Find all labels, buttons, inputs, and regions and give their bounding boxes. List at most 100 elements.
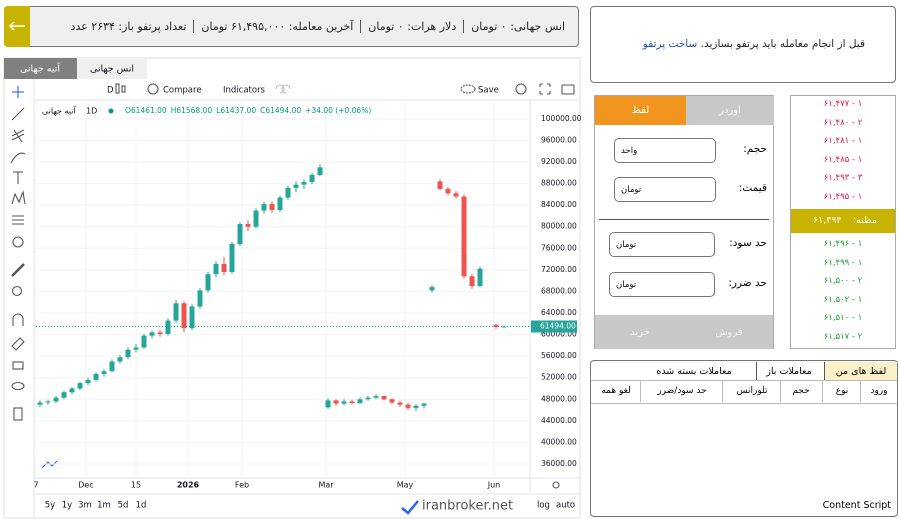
candle-body bbox=[229, 243, 235, 273]
watermark-logo bbox=[401, 500, 419, 515]
candle-body bbox=[109, 361, 115, 372]
axis-settings-button[interactable] bbox=[552, 481, 560, 489]
candle-body bbox=[269, 204, 275, 211]
range-button[interactable]: 5y bbox=[45, 501, 55, 511]
form-tab[interactable]: لفظ bbox=[595, 96, 686, 125]
range-button[interactable]: 1d bbox=[136, 501, 147, 511]
settings-button[interactable] bbox=[515, 83, 527, 95]
orders-tab[interactable]: لفظ های من bbox=[824, 362, 897, 380]
emoji-tool[interactable] bbox=[12, 236, 24, 248]
range-button[interactable]: 1y bbox=[62, 501, 72, 511]
tab-label[interactable]: انس جهانی bbox=[90, 64, 134, 75]
form-divider bbox=[599, 219, 769, 220]
candle-body bbox=[245, 224, 251, 227]
orders-tab[interactable]: معاملات باز bbox=[756, 362, 821, 380]
orders-column: ورود bbox=[860, 380, 897, 402]
pattern-tool[interactable] bbox=[11, 189, 26, 205]
toolbar-indicators[interactable]: Indicators bbox=[223, 86, 266, 96]
crosshair-tool[interactable] bbox=[12, 86, 24, 98]
range-button[interactable]: 5d bbox=[118, 501, 129, 511]
buy-button[interactable]: خرید bbox=[630, 326, 650, 338]
save-icon[interactable] bbox=[460, 84, 476, 94]
bid-row: ۲ - ۶۱,۵۱۷ bbox=[823, 332, 863, 342]
candle-body bbox=[141, 335, 147, 348]
candle-body bbox=[493, 324, 499, 328]
snapshot-button[interactable] bbox=[561, 84, 575, 95]
fib-tool[interactable] bbox=[11, 129, 25, 143]
tab[interactable] bbox=[77, 58, 147, 79]
y-tick-label: 36000.00 bbox=[541, 459, 577, 468]
y-tick-label: 80000.00 bbox=[541, 222, 577, 231]
x-tick-label: 7 bbox=[33, 481, 38, 490]
form-tab[interactable]: اوردر bbox=[686, 96, 774, 125]
lock-tool[interactable] bbox=[12, 361, 24, 370]
chart-frame bbox=[3, 57, 581, 519]
y-tick-label: 88000.00 bbox=[541, 179, 577, 188]
candle-body bbox=[261, 204, 267, 211]
field-input[interactable]: تومان bbox=[609, 272, 715, 297]
zoom-tool[interactable] bbox=[11, 285, 23, 297]
candle-body bbox=[157, 332, 163, 335]
undo-redo[interactable] bbox=[275, 84, 291, 94]
toolbar-interval[interactable]: D bbox=[107, 86, 114, 96]
toolbar-save[interactable]: Save bbox=[478, 86, 499, 96]
header-stat: انس جهانی: ۰ تومان bbox=[463, 20, 572, 33]
notice-link[interactable]: ساخت پرتفو bbox=[642, 38, 698, 50]
sell-button[interactable]: فروش bbox=[715, 326, 743, 338]
candle-body bbox=[325, 400, 331, 408]
y-tick-label: 44000.00 bbox=[541, 416, 577, 425]
x-tick-label: Mar bbox=[318, 481, 334, 490]
ask-row: ۳ - ۶۱,۴۹۳ bbox=[823, 173, 863, 184]
candle-body bbox=[197, 290, 203, 307]
forecast-tool[interactable] bbox=[12, 215, 24, 225]
field-input[interactable]: تومان bbox=[614, 177, 716, 202]
measure-tool[interactable] bbox=[11, 263, 25, 277]
brush-tool[interactable] bbox=[10, 152, 26, 164]
field-input[interactable]: تومان bbox=[609, 232, 715, 257]
bid-row: ۱ - ۶۱,۵۰۲ bbox=[823, 294, 863, 305]
candle-body bbox=[421, 403, 427, 406]
x-tick-label: 15 bbox=[131, 481, 141, 490]
visibility-tool[interactable] bbox=[11, 381, 25, 391]
candle-body bbox=[45, 401, 51, 403]
y-tick-label: 100000.00 bbox=[541, 114, 582, 123]
candle-body bbox=[445, 188, 451, 194]
tab-label[interactable]: آتیه جهانی bbox=[20, 62, 60, 75]
magnet-tool[interactable] bbox=[12, 313, 24, 326]
ask-row: ۱ - ۶۱,۴۷۷ bbox=[823, 99, 863, 109]
candle-body bbox=[213, 263, 219, 275]
orders-tab[interactable]: معاملات بسته شده bbox=[656, 365, 732, 377]
candle-body bbox=[117, 357, 123, 362]
bid-row: ۱ - ۶۱,۴۹۶ bbox=[823, 239, 863, 249]
header-stat: آخرین معامله: ۶۱,۴۹۵,۰۰۰ تومان bbox=[193, 20, 360, 33]
lock-drawing-tool[interactable] bbox=[11, 337, 25, 351]
trendline-tool[interactable] bbox=[11, 107, 25, 121]
candle-style-button[interactable] bbox=[115, 83, 120, 94]
text-tool[interactable] bbox=[13, 171, 23, 184]
ask-row: ۱ - ۶۱,۴۸۵ bbox=[823, 154, 863, 165]
delete-tool[interactable] bbox=[13, 407, 23, 421]
candle-style-button[interactable] bbox=[121, 85, 126, 93]
tab-active[interactable] bbox=[4, 58, 77, 79]
candle-body bbox=[309, 174, 315, 182]
back-button[interactable] bbox=[4, 6, 30, 47]
y-tick-label: 48000.00 bbox=[541, 394, 577, 403]
candle-body bbox=[285, 187, 291, 198]
range-button[interactable]: 1m bbox=[97, 501, 111, 511]
candle-body bbox=[381, 396, 387, 400]
fullscreen-button[interactable] bbox=[539, 83, 551, 95]
candle-body bbox=[253, 210, 259, 227]
candle-body bbox=[293, 184, 299, 188]
candle-body bbox=[429, 287, 435, 291]
header-stat: دلار هرات: ۰ تومان bbox=[360, 20, 463, 33]
range-button[interactable]: 3m bbox=[78, 501, 92, 511]
candle-body bbox=[341, 401, 347, 404]
field-input[interactable]: واحد bbox=[614, 138, 716, 163]
order-book: ۱ - ۶۱,۴۷۷ ۲ - ۶۱,۴۸۰ ۱ - ۶۱,۴۸۱ ۱ - ۶۱,۴۸۵… bbox=[790, 95, 896, 349]
toolbar-compare[interactable]: Compare bbox=[163, 86, 202, 96]
y-tick-label: 40000.00 bbox=[541, 437, 577, 446]
compare-icon[interactable] bbox=[147, 83, 159, 95]
candle-body bbox=[349, 401, 355, 404]
mid-value: ۶۱,۴۹۴ bbox=[813, 215, 842, 226]
